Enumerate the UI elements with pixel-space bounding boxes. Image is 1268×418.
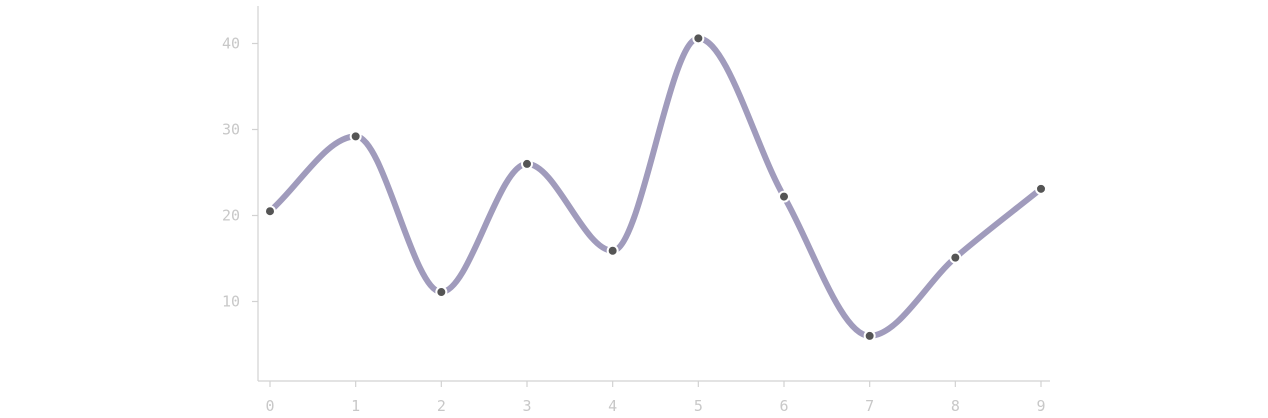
- data-point: [778, 190, 790, 203]
- x-tick-label: 1: [351, 397, 360, 415]
- y-tick-label: 10: [222, 293, 240, 311]
- x-tick-label: 6: [779, 397, 788, 415]
- y-tick-label: 30: [222, 121, 240, 139]
- data-point: [692, 32, 705, 45]
- data-point: [521, 157, 533, 170]
- series-line: [267, 35, 1044, 339]
- x-tick-label: 2: [437, 397, 446, 415]
- y-tick-label: 20: [222, 207, 240, 225]
- x-tick-label: 3: [522, 397, 531, 415]
- data-point: [435, 286, 448, 299]
- x-tick-label: 7: [865, 397, 874, 415]
- y-tick-label: 40: [222, 35, 240, 53]
- x-tick-label: 8: [951, 397, 960, 415]
- data-point: [606, 244, 619, 257]
- data-points: [264, 32, 1047, 342]
- data-point: [349, 130, 362, 143]
- data-point: [264, 205, 276, 218]
- x-tick-label: 5: [694, 397, 703, 415]
- x-tick-label: 9: [1036, 397, 1045, 415]
- y-ticks: 10 20 30 40: [222, 35, 258, 311]
- x-tick-label: 0: [265, 397, 274, 415]
- data-point: [1035, 182, 1047, 195]
- x-ticks: 0 1 2 3 4 5 6 7 8 9: [265, 381, 1046, 415]
- data-point: [949, 251, 962, 264]
- x-tick-label: 4: [608, 397, 617, 415]
- data-point: [863, 329, 876, 342]
